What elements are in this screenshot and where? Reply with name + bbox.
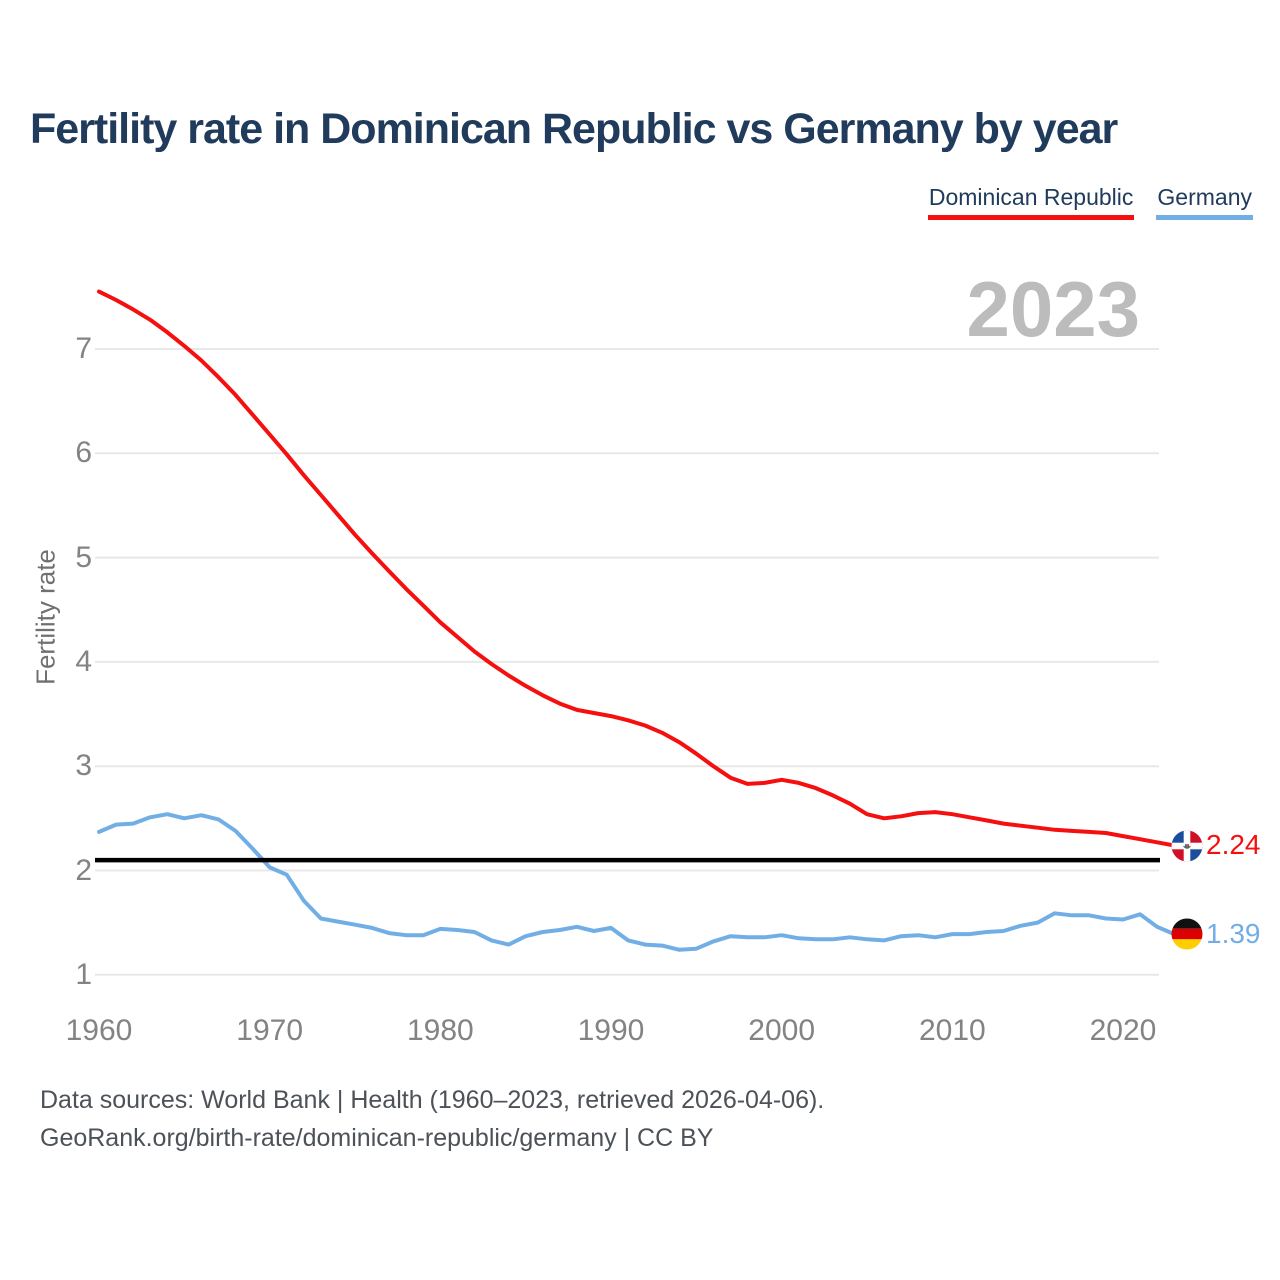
y-tick-label: 5	[75, 540, 92, 574]
x-tick-label: 1960	[65, 1014, 133, 1047]
footer: Data sources: World Bank | Health (1960–…	[40, 1081, 824, 1157]
germany-flag-icon	[1171, 918, 1203, 950]
germany-line	[97, 812, 1177, 952]
y-tick-label: 1	[75, 957, 92, 991]
dominican-republic-flag-icon	[1171, 830, 1203, 862]
footer-attribution-line: GeoRank.org/birth-rate/dominican-republi…	[40, 1124, 714, 1152]
x-tick-label: 2000	[748, 1014, 816, 1047]
page-title: Fertility rate in Dominican Republic vs …	[30, 105, 1118, 153]
x-tick-label: 2020	[1089, 1014, 1157, 1047]
x-tick-label: 1970	[236, 1014, 304, 1047]
year-watermark: 2023	[966, 265, 1140, 353]
y-tick-label: 3	[75, 749, 92, 783]
y-tick-label: 4	[75, 644, 92, 678]
legend: Dominican Republic Germany	[927, 184, 1253, 220]
footer-sources-line: Data sources: World Bank | Health (1960–…	[40, 1086, 825, 1114]
y-tick-label: 7	[75, 332, 92, 365]
dominican-republic-end-value: 2.24	[1206, 829, 1261, 860]
x-tick-label: 1980	[406, 1014, 474, 1047]
legend-item-dominican-republic[interactable]: Dominican Republic	[927, 184, 1135, 220]
y-tick-label: 2	[75, 853, 92, 887]
x-tick-label: 1990	[577, 1014, 645, 1047]
y-tick-label: 6	[75, 436, 92, 470]
legend-item-germany[interactable]: Germany	[1156, 184, 1253, 220]
x-tick-label: 2010	[918, 1014, 986, 1047]
dominican-republic-line	[97, 289, 1177, 848]
germany-end-value: 1.39	[1206, 918, 1261, 949]
